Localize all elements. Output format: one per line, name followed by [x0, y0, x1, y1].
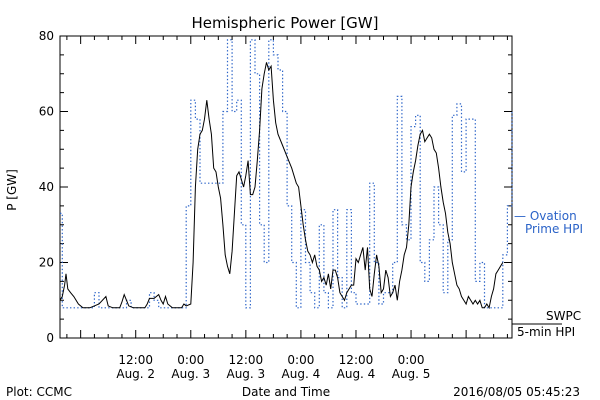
x-tick-date-label: Aug. 5	[392, 367, 431, 381]
series-swpc-5min-hpi	[59, 62, 504, 310]
x-tick-date-label: Aug. 3	[171, 367, 210, 381]
x-tick-time-label: 12:00	[339, 353, 374, 367]
y-tick-label: 80	[39, 29, 54, 43]
x-tick-date-label: Aug. 4	[282, 367, 321, 381]
y-tick-label: 60	[39, 105, 54, 119]
x-tick-time-label: 0:00	[398, 353, 425, 367]
x-tick-time-label: 0:00	[287, 353, 314, 367]
x-axis-label: Date and Time	[242, 385, 330, 399]
x-tick-time-label: 0:00	[177, 353, 204, 367]
legend-swpc-line1: SWPC	[546, 309, 581, 323]
chart-title: Hemispheric Power [GW]	[192, 14, 379, 32]
plot-credit: Plot: CCMC	[6, 385, 72, 399]
x-tick-date-label: Aug. 4	[337, 367, 376, 381]
x-tick-date-label: Aug. 2	[116, 367, 155, 381]
x-tick-time-label: 12:00	[229, 353, 264, 367]
legend-ovation-line2: Prime HPI	[525, 222, 583, 236]
series-ovation-prime-hpi	[60, 39, 513, 309]
x-tick-date-label: Aug. 3	[226, 367, 265, 381]
y-axis-label: P [GW]	[5, 169, 19, 211]
y-tick-label: 20	[39, 256, 54, 270]
x-tick-time-label: 12:00	[118, 353, 153, 367]
y-axis: 0 20 40 60 80	[39, 29, 512, 345]
y-tick-label: 0	[46, 331, 54, 345]
y-tick-label: 40	[39, 180, 54, 194]
legend-ovation-line1: — Ovation	[514, 209, 577, 223]
legend-swpc-line2: 5-min HPI	[517, 325, 575, 339]
plot-timestamp: 2016/08/05 05:45:23	[453, 385, 580, 399]
